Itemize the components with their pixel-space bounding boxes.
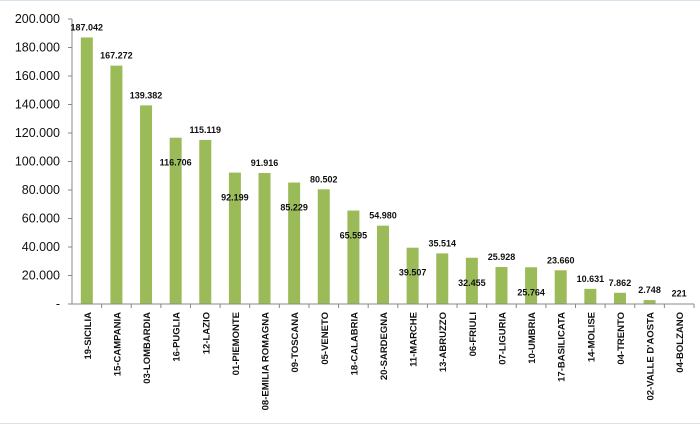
data-label: 25.928 [488, 252, 516, 262]
x-tick-label: 04-TRENTO [616, 312, 627, 365]
bar [140, 105, 153, 305]
data-label: 116.706 [160, 158, 192, 168]
bar [169, 137, 182, 304]
data-label: 115.119 [190, 125, 222, 135]
data-label: 35.514 [428, 238, 456, 248]
data-label: 7.862 [609, 278, 632, 288]
data-label: 10.631 [577, 274, 605, 284]
bar [110, 65, 123, 305]
y-axis: - 20.000 40.000 60.000 80.000 100.000 120.000 1… [15, 12, 73, 311]
x-tick-label: 12-LAZIO [201, 312, 212, 354]
bar [80, 37, 93, 304]
data-label: 139.382 [130, 90, 163, 100]
x-axis: 19-SICILIA 15-CAMPANIA 03-LOMBARDIA 16-PUGL… [72, 303, 695, 410]
bar [525, 267, 538, 304]
bar [554, 270, 567, 304]
bar [495, 267, 508, 304]
x-tick-label: 15-CAMPANIA [112, 312, 123, 376]
y-tick-label: 140.000 [15, 98, 60, 112]
y-tick-label: 80.000 [22, 183, 60, 197]
x-tick-label: 16-PUGLIA [172, 312, 183, 362]
x-tick-label: 05-VENETO [320, 312, 331, 365]
data-label: 91.916 [251, 158, 279, 168]
x-tick-label: 10-UMBRIA [527, 312, 538, 364]
y-tick-label: 160.000 [15, 69, 60, 83]
bar [377, 225, 389, 304]
y-tick-label: 40.000 [22, 240, 60, 254]
x-tick-label: 04-BOLZANO [675, 312, 686, 373]
data-label: 92.199 [221, 193, 249, 203]
bar [199, 139, 212, 304]
data-label: 54.980 [369, 211, 397, 221]
x-tick-label: 11-MARCHE [409, 312, 420, 367]
x-tick-label: 18-CALABRIA [349, 312, 360, 375]
y-tick-label: 20.000 [22, 269, 60, 283]
x-tick-label: 13-ABRUZZO [438, 312, 449, 372]
y-tick-label: - [56, 297, 60, 311]
y-tick-label: 60.000 [22, 212, 60, 226]
bar [436, 253, 449, 304]
data-label: 187.042 [71, 22, 104, 32]
bar [613, 292, 626, 304]
x-tick-label: 14-MOLISE [586, 312, 597, 362]
x-tick-label: 19-SICILIA [83, 312, 94, 360]
bar [258, 173, 271, 304]
data-labels: 187.042 167.272 139.382 116.706 115.119 92.19… [71, 22, 687, 298]
x-tick-label: 17-BASILICATA [557, 312, 568, 382]
y-tick-label: 120.000 [15, 126, 60, 140]
data-label: 80.502 [310, 174, 338, 184]
bar [465, 257, 478, 304]
data-label: 221 [672, 289, 687, 299]
bar [317, 189, 330, 304]
bar [406, 247, 419, 304]
data-label: 25.764 [517, 287, 545, 297]
x-tick-label: 06-FRIULI [468, 312, 479, 356]
bar [347, 210, 360, 304]
bar [288, 182, 301, 304]
bar [228, 172, 241, 304]
x-tick-label: 02-VALLE D'AOSTA [646, 312, 657, 401]
x-tick-label: 01-PIEMONTE [231, 312, 242, 375]
x-tick-label: 08-EMILIA ROMAGNA [261, 312, 272, 410]
x-tick-label: 07-LIGURIA [497, 312, 508, 365]
x-tick-label: 20-SARDEGNA [379, 312, 390, 380]
bars [80, 37, 686, 305]
data-label: 167.272 [100, 51, 133, 61]
data-label: 85.229 [280, 203, 308, 213]
x-tick-label: 03-LOMBARDIA [142, 312, 153, 384]
bar [643, 300, 656, 304]
data-label: 39.507 [399, 268, 427, 278]
y-tick-label: 100.000 [15, 155, 60, 169]
data-label: 65.595 [340, 231, 368, 241]
bar [584, 288, 597, 304]
data-label: 2.748 [638, 285, 661, 295]
data-label: 32.455 [458, 278, 486, 288]
data-label: 23.660 [547, 255, 575, 265]
y-tick-label: 180.000 [15, 41, 60, 55]
x-tick-label: 09-TOSCANA [290, 312, 301, 373]
y-tick-label: 200.000 [15, 12, 60, 26]
